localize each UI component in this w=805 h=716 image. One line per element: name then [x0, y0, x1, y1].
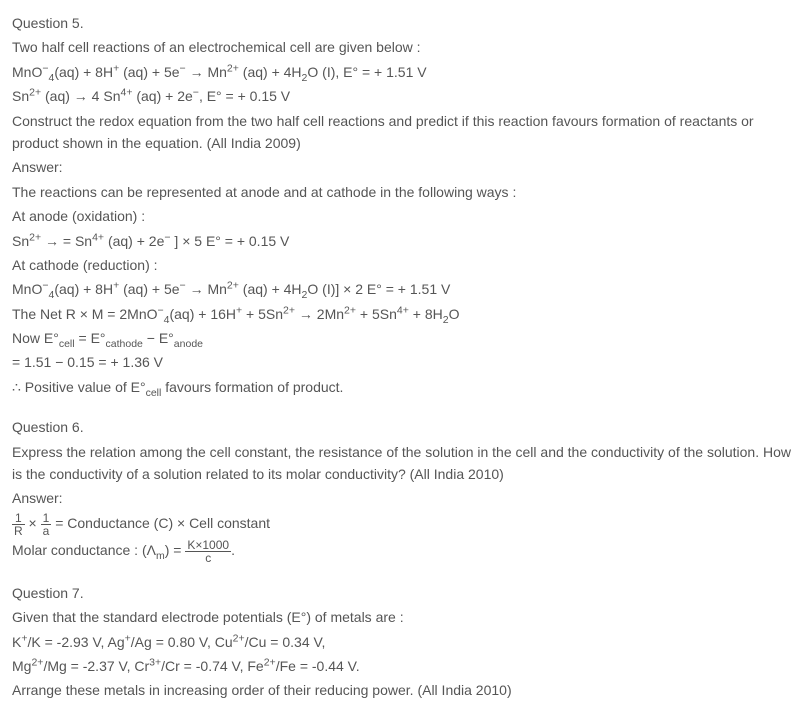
t: (aq) → 4 Sn — [41, 88, 120, 104]
denominator: a — [41, 525, 52, 537]
q5-eq2: Sn2+ (aq) → 4 Sn4+ (aq) + 2e−, E° = + 0.… — [12, 85, 793, 107]
fraction: 1a — [41, 512, 52, 537]
t: 2+ — [344, 304, 356, 316]
t: × — [25, 515, 41, 531]
q5-eq1: MnO−4(aq) + 8H+ (aq) + 5e− → Mn2+ (aq) +… — [12, 61, 793, 83]
t: (aq) + 4H — [239, 281, 302, 297]
t: → 2Mn — [295, 306, 344, 322]
t: → = Sn — [41, 233, 92, 249]
t: cell — [59, 338, 75, 350]
t: = Conductance (C) × Cell constant — [51, 515, 270, 531]
q5-answer-label: Answer: — [12, 156, 793, 178]
fraction: K×1000c — [185, 539, 231, 564]
t: Sn — [12, 88, 29, 104]
denominator: c — [185, 552, 231, 564]
t: 2+ — [29, 87, 41, 99]
q5-a8: = 1.51 − 0.15 = + 1.36 V — [12, 351, 793, 373]
q5-a4: At cathode (reduction) : — [12, 254, 793, 276]
t: (aq) + 8H — [54, 64, 113, 80]
t: Now E° — [12, 330, 59, 346]
t: , E° = + 0.15 V — [199, 88, 290, 104]
t: cathode — [106, 338, 143, 350]
t: 2+ — [227, 280, 239, 292]
t: 2+ — [264, 656, 276, 668]
t: (aq) + 4H — [239, 64, 302, 80]
q6-answer-label: Answer: — [12, 487, 793, 509]
t: 4+ — [397, 304, 409, 316]
t: 2+ — [31, 656, 43, 668]
q5-a5: MnO−4(aq) + 8H+ (aq) + 5e− → Mn2+ (aq) +… — [12, 278, 793, 300]
t: O — [449, 306, 460, 322]
t: favours formation of product. — [161, 379, 343, 395]
t: /Ag = 0.80 V, Cu — [131, 634, 233, 650]
t: Mg — [12, 658, 31, 674]
t: 3+ — [149, 656, 161, 668]
t: /Mg = -2.37 V, Cr — [43, 658, 149, 674]
q7-l2: K+/K = -2.93 V, Ag+/Ag = 0.80 V, Cu2+/Cu… — [12, 631, 793, 653]
t: (aq) + 2e — [132, 88, 192, 104]
t: ∴ Positive value of E° — [12, 379, 146, 395]
t: /K = -2.93 V, Ag — [27, 634, 124, 650]
t: O (I)] × 2 E° = + 1.51 V — [307, 281, 450, 297]
t: /Cr = -0.74 V, Fe — [161, 658, 264, 674]
t: Molar conductance : (Λ — [12, 542, 156, 558]
t: K — [12, 634, 21, 650]
t: 2+ — [283, 304, 295, 316]
q6-formula2: Molar conductance : (Λm) = K×1000c. — [12, 539, 793, 564]
numerator: K×1000 — [185, 539, 231, 552]
t: (aq) + 5e — [119, 281, 179, 297]
q7-l3: Mg2+/Mg = -2.37 V, Cr3+/Cr = -0.74 V, Fe… — [12, 655, 793, 677]
t: = E° — [75, 330, 106, 346]
q5-text2: Construct the redox equation from the tw… — [12, 110, 793, 155]
t: /Fe = -0.44 V. — [276, 658, 360, 674]
numerator: 1 — [41, 512, 52, 525]
t: → Mn — [186, 281, 227, 297]
q5-a9: ∴ Positive value of E°cell favours forma… — [12, 376, 793, 398]
t: + 5Sn — [356, 306, 397, 322]
t: + 5Sn — [242, 306, 283, 322]
t: . — [231, 542, 235, 558]
t: ] × 5 E° = + 0.15 V — [171, 233, 290, 249]
t: − E° — [143, 330, 174, 346]
q6-formula1: 1R × 1a = Conductance (C) × Cell constan… — [12, 512, 793, 537]
t: The Net R × M = 2MnO — [12, 306, 158, 322]
t: → Mn — [186, 64, 227, 80]
numerator: 1 — [12, 512, 25, 525]
t: + 8H — [409, 306, 443, 322]
q5-heading: Question 5. — [12, 12, 793, 34]
t: anode — [174, 338, 203, 350]
t: 2+ — [233, 632, 245, 644]
denominator: R — [12, 525, 25, 537]
t: Sn — [12, 233, 29, 249]
t: 2+ — [29, 231, 41, 243]
q7-text2: Arrange these metals in increasing order… — [12, 679, 793, 701]
q5-a3: Sn2+ → = Sn4+ (aq) + 2e− ] × 5 E° = + 0.… — [12, 230, 793, 252]
q5-a1: The reactions can be represented at anod… — [12, 181, 793, 203]
t: 4+ — [92, 231, 104, 243]
t: 2+ — [227, 62, 239, 74]
t: MnO — [12, 281, 42, 297]
q5-a2: At anode (oxidation) : — [12, 205, 793, 227]
q6-text: Express the relation among the cell cons… — [12, 441, 793, 486]
q7-text: Given that the standard electrode potent… — [12, 606, 793, 628]
t: /Cu = 0.34 V, — [245, 634, 326, 650]
t: (aq) + 8H — [54, 281, 113, 297]
q7-heading: Question 7. — [12, 582, 793, 604]
q5-a7: Now E°cell = E°cathode − E°anode — [12, 327, 793, 349]
q6-heading: Question 6. — [12, 416, 793, 438]
t: (aq) + 5e — [119, 64, 179, 80]
t: m — [156, 550, 165, 562]
q5-text: Two half cell reactions of an electroche… — [12, 36, 793, 58]
t: 4+ — [120, 87, 132, 99]
t: ) = — [165, 542, 186, 558]
fraction: 1R — [12, 512, 25, 537]
q5-a6: The Net R × M = 2MnO−4(aq) + 16H+ + 5Sn2… — [12, 303, 793, 325]
t: O (I), E° = + 1.51 V — [307, 64, 426, 80]
t: cell — [146, 387, 162, 399]
t: MnO — [12, 64, 42, 80]
t: (aq) + 2e — [104, 233, 164, 249]
t: (aq) + 16H — [169, 306, 236, 322]
